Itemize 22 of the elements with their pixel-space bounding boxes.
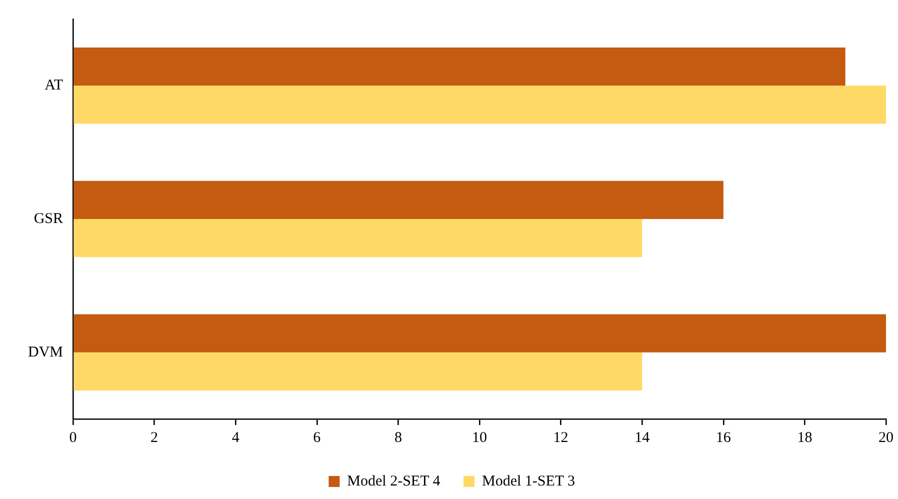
bar xyxy=(74,219,642,258)
bar xyxy=(74,180,724,219)
x-tick-label: 18 xyxy=(797,430,812,446)
y-tick-label: DVM xyxy=(28,344,63,360)
bar xyxy=(74,352,642,390)
bar xyxy=(74,48,846,86)
x-tick-label: 0 xyxy=(69,430,77,446)
y-tick-label: GSR xyxy=(34,210,63,227)
x-tick-label: 14 xyxy=(634,430,650,446)
x-tick-label: 8 xyxy=(394,430,402,446)
y-tick-label: AT xyxy=(44,78,63,94)
bar xyxy=(74,86,886,124)
x-tick-label: 20 xyxy=(878,430,894,446)
x-tick-label: 2 xyxy=(150,430,158,446)
x-tick-label: 12 xyxy=(553,430,568,446)
legend-label: Model 1-SET 3 xyxy=(482,473,576,490)
x-tick-label: 4 xyxy=(232,430,240,446)
x-tick-label: 10 xyxy=(472,430,487,446)
x-tick-label: 6 xyxy=(313,430,322,446)
legend-label: Model 2-SET 4 xyxy=(347,473,441,490)
bar xyxy=(74,314,886,352)
x-tick-label: 16 xyxy=(716,430,732,446)
